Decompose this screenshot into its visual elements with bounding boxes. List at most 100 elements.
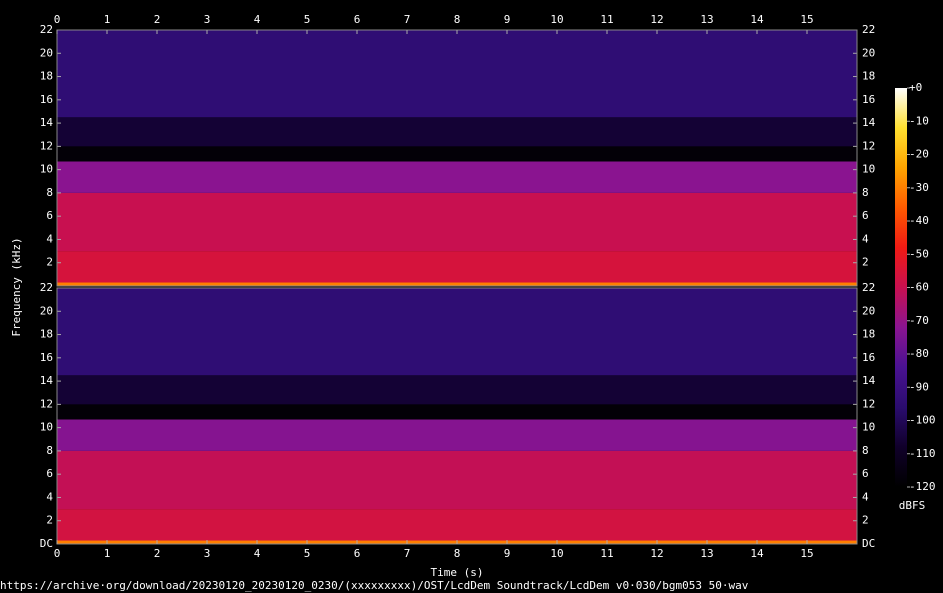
- y-tick-label-right: 8: [862, 186, 869, 199]
- y-tick-label: 6: [46, 467, 53, 480]
- spectrum-band: [57, 509, 857, 541]
- x-tick-label: 7: [404, 547, 411, 560]
- spectrum-band: [57, 282, 857, 286]
- spectrum-band: [57, 146, 857, 162]
- y-tick-label: 8: [46, 444, 53, 457]
- x-tick-label: 14: [750, 547, 764, 560]
- y-tick-label: 10: [40, 421, 53, 434]
- colorbar-tick-label: -40: [909, 214, 929, 227]
- colorbar-tick-label: -70: [909, 314, 929, 327]
- colorbar-tick-label: -100: [909, 414, 936, 427]
- y-tick-label-right: 4: [862, 232, 869, 245]
- x-tick-label: 8: [454, 547, 461, 560]
- spectrum-band: [57, 404, 857, 420]
- x-tick-label-top: 14: [750, 13, 764, 26]
- x-tick-label-top: 10: [550, 13, 563, 26]
- x-tick-label: 15: [800, 547, 813, 560]
- x-tick-label-top: 4: [254, 13, 261, 26]
- x-tick-label: 11: [600, 547, 613, 560]
- y-tick-label: 20: [40, 46, 53, 59]
- x-tick-label: 10: [550, 547, 563, 560]
- colorbar-tick-label: -110: [909, 447, 936, 460]
- colorbar-tick-label: -60: [909, 281, 929, 294]
- y-axis-label: Frequency (kHz): [10, 237, 23, 336]
- y-tick-label-right: 18: [862, 70, 875, 83]
- x-tick-label: 12: [650, 547, 663, 560]
- y-tick-label-right: 10: [862, 163, 875, 176]
- x-tick-label-top: 13: [700, 13, 713, 26]
- x-tick-label-top: 5: [304, 13, 311, 26]
- spectrum-band: [57, 117, 857, 147]
- y-tick-label-right: 18: [862, 328, 875, 341]
- colorbar-tick-label: -30: [909, 181, 929, 194]
- y-tick-label-right: 8: [862, 444, 869, 457]
- y-tick-label: 4: [46, 232, 53, 245]
- spectrum-band: [57, 30, 857, 118]
- spectrum-band: [57, 161, 857, 193]
- x-axis-label: Time (s): [431, 566, 484, 579]
- footer-path: https://archive·org/download/20230120_20…: [0, 579, 749, 592]
- y-tick-label: 16: [40, 351, 53, 364]
- y-tick-label-right: 16: [862, 351, 875, 364]
- y-tick-label-right: DC: [862, 537, 875, 550]
- x-tick-label-top: 2: [154, 13, 161, 26]
- y-tick-label: 2: [46, 256, 53, 269]
- y-tick-label: 18: [40, 70, 53, 83]
- spectrum-band: [57, 288, 857, 376]
- y-tick-label: 2: [46, 514, 53, 527]
- y-tick-label-right: 16: [862, 93, 875, 106]
- x-tick-label: 2: [154, 547, 161, 560]
- y-tick-label-right: 4: [862, 490, 869, 503]
- colorbar-tick-label: -20: [909, 148, 929, 161]
- colorbar-tick-label: +0: [909, 81, 922, 94]
- x-tick-label-top: 1: [104, 13, 111, 26]
- colorbar-label: dBFS: [899, 499, 926, 512]
- y-tick-label-right: 12: [862, 397, 875, 410]
- x-tick-label: 13: [700, 547, 713, 560]
- y-tick-label: 14: [40, 116, 54, 129]
- y-tick-label-right: 6: [862, 467, 869, 480]
- x-tick-label-top: 3: [204, 13, 211, 26]
- x-tick-label: 4: [254, 547, 261, 560]
- spectrum-band: [57, 375, 857, 405]
- spectrum-band: [57, 450, 857, 510]
- colorbar-tick-label: -10: [909, 114, 929, 127]
- x-tick-label: 9: [504, 547, 511, 560]
- y-tick-label-right: 20: [862, 304, 875, 317]
- y-tick-label-right: 22: [862, 23, 875, 36]
- x-tick-label: 5: [304, 547, 311, 560]
- spectrum-band: [57, 192, 857, 252]
- y-tick-label: 22: [40, 281, 53, 294]
- x-tick-label-top: 8: [454, 13, 461, 26]
- colorbar: [895, 88, 907, 487]
- y-tick-label-right: 2: [862, 256, 869, 269]
- x-tick-label-top: 12: [650, 13, 663, 26]
- colorbar-tick-label: -120: [909, 480, 936, 493]
- colorbar-tick-label: -90: [909, 380, 929, 393]
- y-tick-label-right: 6: [862, 209, 869, 222]
- y-tick-label-right: 2: [862, 514, 869, 527]
- y-tick-label: 16: [40, 93, 53, 106]
- y-tick-label-right: 22: [862, 281, 875, 294]
- y-tick-label: 10: [40, 163, 53, 176]
- colorbar-tick-label: -80: [909, 347, 929, 360]
- colorbar-tick-label: -50: [909, 247, 929, 260]
- y-tick-label: 6: [46, 209, 53, 222]
- y-tick-label: 14: [40, 374, 54, 387]
- x-tick-label-top: 15: [800, 13, 813, 26]
- x-tick-label-top: 6: [354, 13, 361, 26]
- y-tick-label: 8: [46, 186, 53, 199]
- y-tick-label-right: 10: [862, 421, 875, 434]
- spectrum-band: [57, 251, 857, 283]
- y-tick-label: 18: [40, 328, 53, 341]
- spectrum-band: [57, 419, 857, 451]
- x-tick-label: 3: [204, 547, 211, 560]
- x-tick-label-top: 11: [600, 13, 613, 26]
- y-tick-label: 20: [40, 304, 53, 317]
- y-tick-label: 12: [40, 139, 53, 152]
- x-tick-label-top: 9: [504, 13, 511, 26]
- y-tick-label-right: 14: [862, 116, 876, 129]
- y-tick-label: 4: [46, 490, 53, 503]
- x-tick-label-top: 0: [54, 13, 61, 26]
